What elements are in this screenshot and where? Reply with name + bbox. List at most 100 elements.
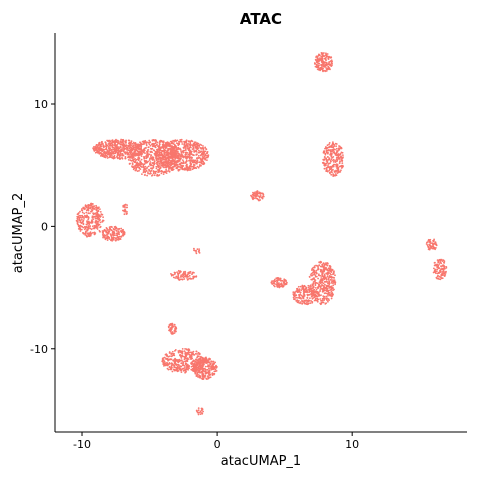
cluster-18-point xyxy=(198,376,200,378)
cluster-14-point xyxy=(324,277,326,279)
cluster-14-point xyxy=(330,276,332,278)
cluster-2-point xyxy=(134,158,136,160)
cluster-11-point xyxy=(429,245,431,247)
cluster-2-point xyxy=(143,169,145,171)
cluster-13-point xyxy=(292,293,294,295)
cluster-3-point xyxy=(195,167,197,169)
cluster-4-point xyxy=(336,159,338,161)
cluster-13-point xyxy=(300,289,302,291)
cluster-1-point xyxy=(123,146,125,148)
cluster-19-point xyxy=(198,414,200,416)
cluster-0-point xyxy=(318,69,320,71)
cluster-4-point xyxy=(322,162,324,164)
cluster-18-point xyxy=(198,360,200,362)
x-axis-ticks: -10 0 10 xyxy=(73,432,359,451)
cluster-17-point xyxy=(175,370,177,372)
cluster-3-point xyxy=(176,156,178,158)
cluster-4-point xyxy=(334,164,336,166)
cluster-4-point xyxy=(336,170,338,172)
cluster-3-point xyxy=(177,151,179,153)
cluster-3-point xyxy=(185,153,187,155)
cluster-17-point xyxy=(196,351,198,353)
cluster-13-point xyxy=(302,297,304,299)
cluster-4-point xyxy=(334,175,336,177)
cluster-3-point xyxy=(194,164,196,166)
cluster-17-point xyxy=(188,367,190,369)
cluster-2-point xyxy=(146,145,148,147)
cluster-7-point xyxy=(122,233,124,235)
cluster-17-point xyxy=(182,364,184,366)
cluster-11-point xyxy=(431,242,433,244)
cluster-14-point xyxy=(317,278,319,280)
cluster-17-point xyxy=(191,357,193,359)
cluster-5-point xyxy=(261,196,263,198)
cluster-17-point xyxy=(173,355,175,357)
cluster-1-point xyxy=(124,153,126,155)
cluster-6-point xyxy=(95,220,97,222)
cluster-0-point xyxy=(315,66,317,68)
cluster-6-point xyxy=(84,228,86,230)
cluster-0-point xyxy=(330,56,332,58)
cluster-1-point xyxy=(117,142,119,144)
cluster-3-point xyxy=(163,149,165,151)
cluster-3-point xyxy=(163,146,165,148)
cluster-18-point xyxy=(207,366,209,368)
cluster-16-point xyxy=(174,324,176,326)
cluster-13-point xyxy=(296,299,298,301)
cluster-3-point xyxy=(197,160,199,162)
cluster-6-point xyxy=(80,225,82,227)
cluster-4-point xyxy=(327,156,329,158)
cluster-6-point xyxy=(84,233,86,235)
cluster-1-point xyxy=(113,142,115,144)
cluster-7-point xyxy=(120,236,122,238)
cluster-3-point xyxy=(168,161,170,163)
cluster-17-point xyxy=(182,368,184,370)
cluster-4-point xyxy=(339,149,341,151)
cluster-6-point xyxy=(98,218,100,220)
cluster-18-point xyxy=(210,376,212,378)
cluster-13-point xyxy=(307,289,309,291)
cluster-1-point xyxy=(106,152,108,154)
cluster-14-point xyxy=(309,276,311,278)
cluster-2-point xyxy=(154,161,156,163)
cluster-10-point xyxy=(192,278,194,280)
cluster-17-point xyxy=(174,360,176,362)
cluster-0-point xyxy=(319,59,321,61)
cluster-5-point xyxy=(252,197,254,199)
cluster-10-point xyxy=(177,275,179,277)
cluster-2-point xyxy=(146,154,148,156)
cluster-13-point xyxy=(301,300,303,302)
cluster-14-point xyxy=(327,293,329,295)
cluster-6-point xyxy=(79,217,81,219)
cluster-6-point xyxy=(81,229,83,231)
cluster-1-point xyxy=(110,142,112,144)
cluster-14-point xyxy=(323,285,325,287)
cluster-0-point xyxy=(328,58,330,60)
cluster-17-point xyxy=(184,372,186,374)
cluster-15-point xyxy=(283,278,285,280)
cluster-13-point xyxy=(294,291,296,293)
cluster-18-point xyxy=(210,360,212,362)
cluster-1-point xyxy=(110,141,112,143)
cluster-4-point xyxy=(330,158,332,160)
cluster-3-point xyxy=(205,151,207,153)
cluster-2-point xyxy=(128,159,130,161)
cluster-0-point xyxy=(331,64,333,66)
cluster-3-point xyxy=(161,158,163,160)
cluster-7-point xyxy=(106,234,108,236)
cluster-14-point xyxy=(309,290,311,292)
cluster-6-point xyxy=(87,212,89,214)
cluster-1-point xyxy=(113,156,115,158)
cluster-0-point xyxy=(315,59,317,61)
cluster-3-point xyxy=(191,166,193,168)
cluster-6-point xyxy=(78,225,80,227)
y-tick-label: 0 xyxy=(41,220,48,233)
cluster-14-point xyxy=(316,276,318,278)
cluster-3-point xyxy=(181,166,183,168)
cluster-15-point xyxy=(271,281,273,283)
cluster-7-point xyxy=(112,235,114,237)
cluster-0-point xyxy=(327,63,329,65)
cluster-14-point xyxy=(324,284,326,286)
cluster-2-point xyxy=(149,141,151,143)
cluster-7-point xyxy=(109,238,111,240)
